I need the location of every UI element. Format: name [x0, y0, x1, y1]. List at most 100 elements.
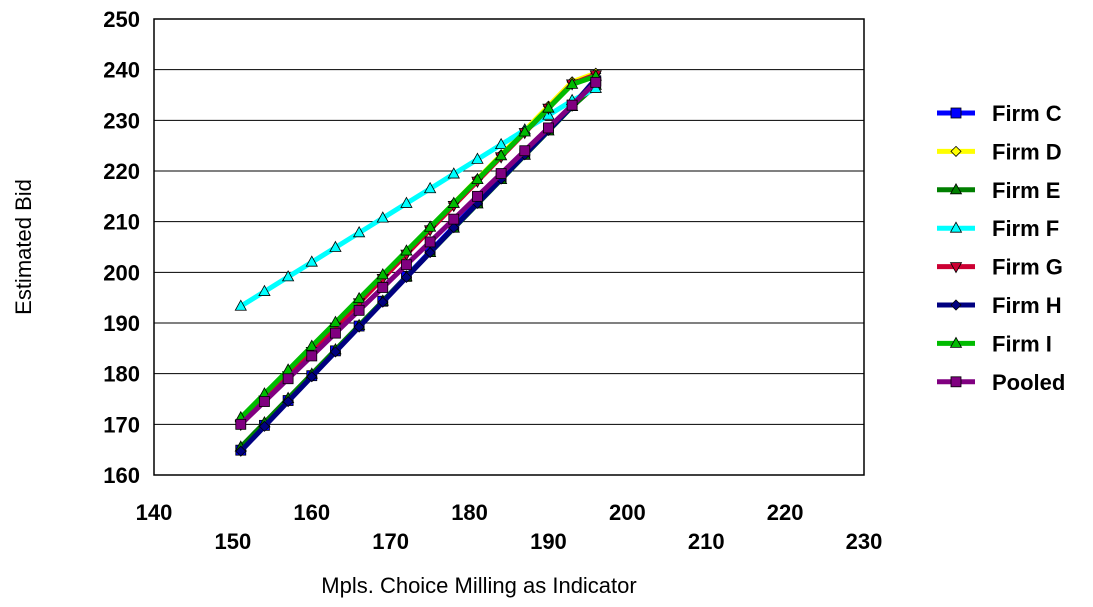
data-point [258, 420, 271, 432]
data-point [282, 395, 294, 408]
data-point [494, 137, 508, 150]
data-point [305, 255, 318, 267]
data-point [235, 445, 247, 457]
y-tick-label: 250 [103, 7, 140, 32]
x-tick-label: 200 [609, 500, 646, 525]
data-point [352, 291, 366, 304]
y-tick-label: 170 [103, 412, 140, 437]
data-point [258, 284, 271, 296]
legend-label: Firm F [992, 216, 1059, 241]
legend-label: Firm C [992, 101, 1062, 126]
legend-item: Pooled [937, 370, 1065, 395]
data-point [542, 101, 555, 113]
y-tick-labels: 160 170 180 190 200 210 220 230 240 250 [103, 7, 140, 488]
legend-label: Firm D [992, 139, 1062, 164]
data-point [424, 247, 436, 259]
data-point [329, 346, 342, 358]
x-tick-label: 160 [293, 500, 330, 525]
data-point [590, 76, 602, 88]
legend-marker [949, 221, 963, 233]
series-line [239, 73, 597, 420]
x-axis-label: Mpls. Choice Milling as Indicator [321, 573, 636, 598]
data-point [495, 168, 507, 179]
data-point [447, 196, 460, 208]
series-firm-f [234, 81, 602, 311]
data-point [400, 244, 413, 256]
legend-item: Firm E [937, 178, 1060, 203]
data-point [519, 145, 531, 157]
legend-marker [950, 376, 962, 388]
data-point [235, 418, 247, 430]
series-pooled [235, 76, 602, 430]
data-point [259, 396, 270, 407]
x-tick-label: 190 [530, 529, 567, 554]
y-tick-label: 240 [103, 58, 140, 83]
x-tick-label: 220 [767, 500, 804, 525]
data-point [565, 77, 579, 89]
data-point [543, 122, 554, 134]
data-point [448, 213, 460, 225]
x-tick-label: 180 [451, 500, 488, 525]
data-point [494, 148, 508, 161]
y-tick-label: 220 [103, 159, 140, 184]
data-point [447, 167, 460, 179]
data-point [329, 315, 342, 327]
x-tick-label: 150 [215, 529, 252, 554]
data-point [471, 172, 484, 185]
legend-item: Firm I [937, 331, 1052, 356]
data-point [423, 181, 437, 194]
data-point [330, 327, 341, 339]
y-tick-label: 200 [103, 260, 140, 285]
x-tick-label: 230 [846, 529, 883, 554]
data-point [353, 321, 365, 333]
legend-marker [949, 182, 963, 195]
data-point [518, 125, 531, 137]
legend-item: Firm C [937, 101, 1062, 126]
x-tick-label: 210 [688, 529, 725, 554]
data-point [282, 373, 294, 385]
series-line [239, 80, 598, 427]
x-tick-label: 170 [372, 529, 409, 554]
data-point [566, 99, 578, 111]
legend-label: Firm I [992, 331, 1052, 356]
legend-marker [950, 107, 962, 119]
data-point [281, 270, 295, 282]
y-tick-label: 160 [103, 463, 140, 488]
legend-marker [949, 262, 963, 274]
data-point [400, 271, 413, 283]
data-point [423, 220, 437, 232]
data-point [377, 282, 389, 293]
data-point [353, 304, 365, 316]
grid-lines [154, 69, 864, 425]
x-tick-labels: 140 160 180 200 220 150 170 190 210 230 [136, 500, 883, 554]
data-point [424, 236, 436, 248]
data-point [472, 190, 483, 202]
data-point [329, 240, 342, 252]
legend-item: Firm G [937, 255, 1063, 280]
legend: Firm C Firm D Firm E Firm F Firm G Firm H Firm… [937, 101, 1065, 395]
data-point [234, 299, 247, 311]
legend-marker [950, 299, 962, 311]
data-point [448, 222, 460, 234]
series-group [234, 67, 602, 457]
x-tick-label: 140 [136, 500, 173, 525]
legend-label: Firm H [992, 293, 1062, 318]
legend-label: Firm G [992, 255, 1063, 280]
legend-item: Firm D [937, 139, 1062, 164]
y-tick-label: 190 [103, 311, 140, 336]
legend-label: Pooled [992, 370, 1065, 395]
legend-item: Firm H [937, 293, 1062, 318]
data-point [352, 225, 366, 238]
data-point [306, 350, 318, 362]
y-axis-label: Estimated Bid [11, 179, 36, 315]
y-tick-label: 180 [103, 362, 140, 387]
data-point [401, 259, 412, 271]
data-point [376, 211, 389, 223]
data-point [306, 371, 318, 383]
data-point [305, 339, 318, 351]
data-point [376, 268, 389, 280]
series-line [239, 86, 597, 309]
y-tick-label: 230 [103, 108, 140, 133]
legend-marker [950, 145, 962, 157]
data-point [471, 152, 484, 164]
